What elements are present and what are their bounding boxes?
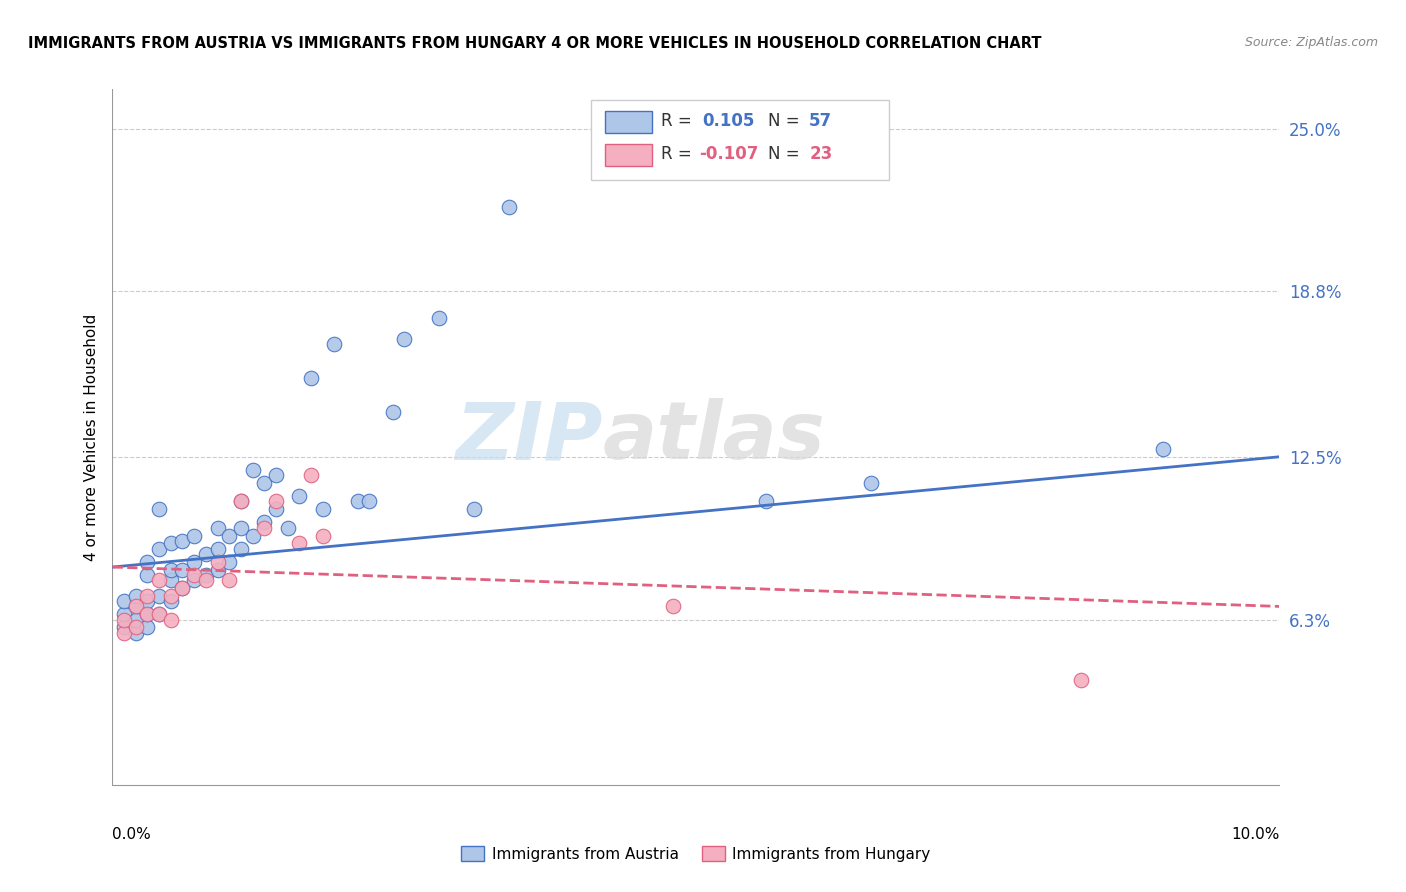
Point [242, 463, 264, 477]
Point [136, 607, 159, 622]
Point [229, 494, 252, 508]
Point [299, 371, 322, 385]
Point [860, 476, 883, 491]
Point [264, 468, 287, 483]
Point [311, 502, 333, 516]
Point [194, 568, 217, 582]
Point [359, 494, 381, 508]
Point [207, 541, 229, 556]
Point [183, 573, 205, 587]
Point [172, 533, 194, 548]
Point [264, 494, 287, 508]
Text: N =: N = [768, 145, 806, 163]
Text: 23: 23 [810, 145, 832, 163]
Point [253, 521, 276, 535]
Point [112, 625, 135, 640]
Point [1152, 442, 1174, 456]
Text: R =: R = [661, 112, 697, 129]
Point [183, 568, 205, 582]
Point [125, 620, 148, 634]
Bar [605, 145, 651, 167]
Point [160, 613, 183, 627]
Text: 57: 57 [810, 112, 832, 129]
Point [112, 613, 135, 627]
Point [148, 541, 170, 556]
Point [160, 563, 183, 577]
Point [311, 528, 333, 542]
Point [242, 528, 264, 542]
Point [218, 555, 240, 569]
Point [755, 494, 778, 508]
Point [218, 573, 240, 587]
Point [498, 200, 520, 214]
Bar [605, 111, 651, 133]
Point [112, 620, 135, 634]
Text: R =: R = [661, 145, 697, 163]
Point [136, 555, 159, 569]
Point [194, 573, 217, 587]
Point [218, 528, 240, 542]
Point [346, 494, 368, 508]
Text: ZIP: ZIP [456, 398, 603, 476]
Y-axis label: 4 or more Vehicles in Household: 4 or more Vehicles in Household [83, 313, 98, 561]
Point [381, 405, 404, 419]
FancyBboxPatch shape [591, 100, 889, 179]
Point [172, 581, 194, 595]
Point [125, 625, 148, 640]
Point [172, 563, 194, 577]
Point [229, 541, 252, 556]
Point [229, 494, 252, 508]
Point [323, 337, 346, 351]
Point [229, 521, 252, 535]
Point [253, 516, 276, 530]
Point [148, 589, 170, 603]
Point [183, 555, 205, 569]
Text: atlas: atlas [603, 398, 825, 476]
Text: Source: ZipAtlas.com: Source: ZipAtlas.com [1244, 36, 1378, 49]
Point [148, 607, 170, 622]
Text: IMMIGRANTS FROM AUSTRIA VS IMMIGRANTS FROM HUNGARY 4 OR MORE VEHICLES IN HOUSEHO: IMMIGRANTS FROM AUSTRIA VS IMMIGRANTS FR… [28, 36, 1042, 51]
Point [136, 594, 159, 608]
Point [207, 521, 229, 535]
Point [276, 521, 298, 535]
Point [125, 589, 148, 603]
Point [148, 607, 170, 622]
Point [172, 581, 194, 595]
Point [194, 547, 217, 561]
Point [125, 613, 148, 627]
Point [427, 310, 450, 325]
Point [136, 589, 159, 603]
Point [288, 489, 311, 503]
Point [661, 599, 683, 614]
Point [136, 607, 159, 622]
Point [160, 589, 183, 603]
Point [1070, 673, 1092, 687]
Point [463, 502, 485, 516]
Point [112, 594, 135, 608]
Point [136, 568, 159, 582]
Point [160, 573, 183, 587]
Point [160, 536, 183, 550]
Text: -0.107: -0.107 [699, 145, 759, 163]
Point [148, 502, 170, 516]
Text: 0.105: 0.105 [702, 112, 754, 129]
Point [125, 599, 148, 614]
Legend: Immigrants from Austria, Immigrants from Hungary: Immigrants from Austria, Immigrants from… [456, 839, 936, 868]
Point [136, 620, 159, 634]
Text: 0.0%: 0.0% [112, 827, 152, 842]
Point [299, 468, 322, 483]
Point [207, 555, 229, 569]
Point [112, 607, 135, 622]
Point [264, 502, 287, 516]
Point [253, 476, 276, 491]
Point [288, 536, 311, 550]
Point [183, 528, 205, 542]
Point [148, 573, 170, 587]
Text: N =: N = [768, 112, 806, 129]
Point [394, 332, 416, 346]
Point [125, 599, 148, 614]
Point [160, 594, 183, 608]
Text: 10.0%: 10.0% [1232, 827, 1279, 842]
Point [207, 563, 229, 577]
